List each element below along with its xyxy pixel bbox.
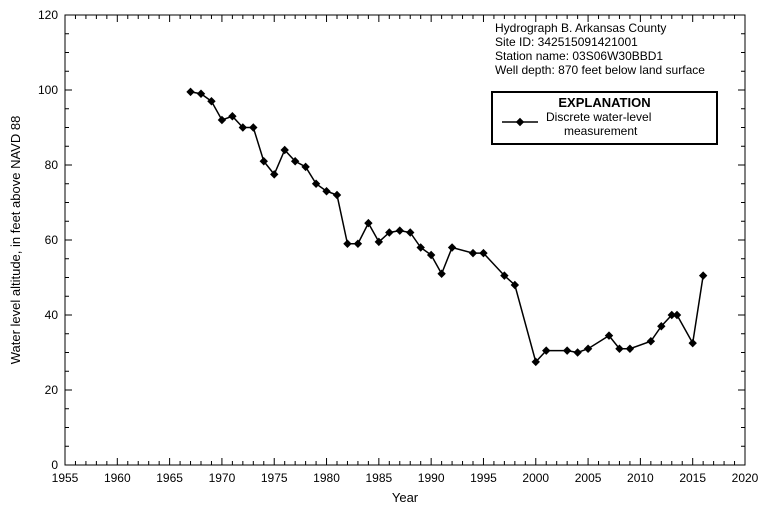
svg-text:1985: 1985 — [365, 471, 392, 485]
svg-text:2020: 2020 — [732, 471, 758, 485]
svg-text:measurement: measurement — [564, 124, 638, 138]
svg-text:Well depth: 870 feet below lan: Well depth: 870 feet below land surface — [495, 63, 705, 77]
svg-text:40: 40 — [45, 308, 59, 322]
svg-text:1955: 1955 — [52, 471, 79, 485]
chart-svg: 1955 1960 1965 1970 1975 1980 1985 1990 1995 2000… — [0, 0, 758, 515]
x-axis-label: Year — [392, 490, 419, 505]
legend-title: EXPLANATION — [558, 95, 650, 110]
svg-text:Hydrograph B. Arkansas County: Hydrograph B. Arkansas County — [495, 21, 666, 35]
svg-text:Discrete water-level: Discrete water-level — [546, 110, 651, 124]
svg-text:100: 100 — [38, 83, 58, 97]
y-axis-label: Water level altitude, in feet above NAVD… — [8, 116, 23, 365]
svg-text:1965: 1965 — [156, 471, 183, 485]
svg-text:1990: 1990 — [418, 471, 445, 485]
site-info: Hydrograph B. Arkansas CountySite ID: 34… — [495, 21, 705, 77]
svg-text:1960: 1960 — [104, 471, 131, 485]
svg-text:120: 120 — [38, 8, 58, 22]
svg-text:60: 60 — [45, 233, 59, 247]
svg-text:20: 20 — [45, 383, 59, 397]
hydrograph-chart: 1955 1960 1965 1970 1975 1980 1985 1990 1995 2000… — [0, 0, 758, 515]
svg-text:Station name: 03S06W30BBD1: Station name: 03S06W30BBD1 — [495, 49, 663, 63]
svg-text:Site ID: 342515091421001: Site ID: 342515091421001 — [495, 35, 638, 49]
svg-text:2010: 2010 — [627, 471, 654, 485]
legend: EXPLANATIONDiscrete water-levelmeasureme… — [492, 92, 717, 144]
svg-text:1975: 1975 — [261, 471, 288, 485]
svg-text:0: 0 — [51, 458, 58, 472]
svg-text:2005: 2005 — [575, 471, 602, 485]
svg-text:2000: 2000 — [522, 471, 549, 485]
svg-text:2015: 2015 — [679, 471, 706, 485]
svg-text:1970: 1970 — [209, 471, 236, 485]
svg-text:1995: 1995 — [470, 471, 497, 485]
svg-text:1980: 1980 — [313, 471, 340, 485]
svg-text:80: 80 — [45, 158, 59, 172]
